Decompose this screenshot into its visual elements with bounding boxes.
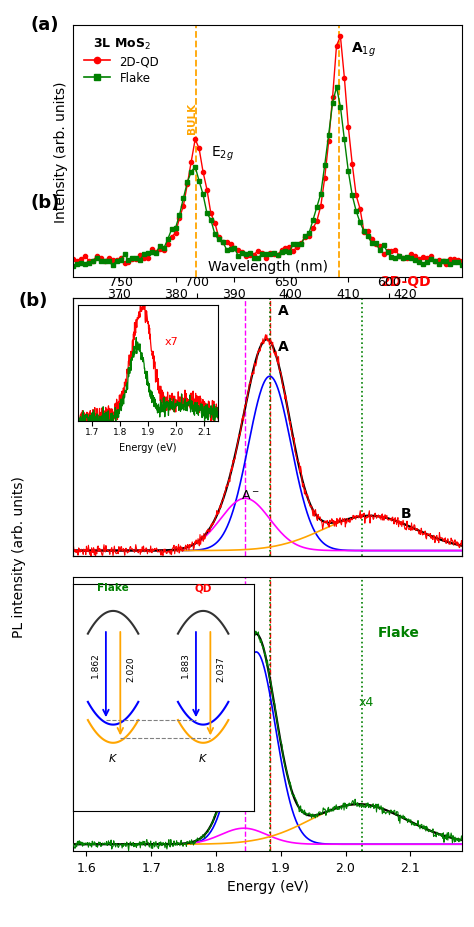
Text: (b): (b) bbox=[31, 194, 60, 211]
Text: BULK: BULK bbox=[187, 103, 197, 133]
Text: PL intensity (arb. units): PL intensity (arb. units) bbox=[12, 476, 26, 637]
Text: A$_{1g}$: A$_{1g}$ bbox=[351, 41, 375, 59]
X-axis label: Energy (eV): Energy (eV) bbox=[227, 879, 309, 894]
Text: x7: x7 bbox=[165, 337, 179, 347]
Text: $K$: $K$ bbox=[108, 751, 118, 763]
Text: 2.020: 2.020 bbox=[127, 655, 136, 681]
Text: 2.037: 2.037 bbox=[217, 655, 226, 681]
Y-axis label: Intensity (arb. units): Intensity (arb. units) bbox=[54, 82, 68, 222]
Text: A: A bbox=[278, 339, 289, 353]
X-axis label: Raman shift (cm$^{-1}$): Raman shift (cm$^{-1}$) bbox=[200, 306, 336, 326]
Text: Flake: Flake bbox=[97, 583, 129, 593]
Text: Flake: Flake bbox=[378, 625, 420, 640]
Text: 2D-QD: 2D-QD bbox=[381, 274, 432, 288]
Text: A: A bbox=[278, 304, 289, 318]
Text: E$_{2g}$: E$_{2g}$ bbox=[210, 145, 234, 163]
Text: $K$: $K$ bbox=[198, 751, 208, 763]
Text: QD: QD bbox=[194, 583, 212, 593]
X-axis label: Wavelength (nm): Wavelength (nm) bbox=[208, 260, 328, 273]
Text: 1.862: 1.862 bbox=[91, 651, 100, 677]
Text: x4: x4 bbox=[358, 695, 374, 708]
Text: A$^-$: A$^-$ bbox=[241, 489, 259, 502]
Text: (b): (b) bbox=[19, 292, 48, 310]
Text: (a): (a) bbox=[31, 16, 59, 34]
Legend: 2D-QD, Flake: 2D-QD, Flake bbox=[79, 32, 164, 89]
X-axis label: Energy (eV): Energy (eV) bbox=[119, 442, 177, 452]
Text: B: B bbox=[401, 506, 411, 520]
Text: 1.883: 1.883 bbox=[181, 651, 190, 677]
